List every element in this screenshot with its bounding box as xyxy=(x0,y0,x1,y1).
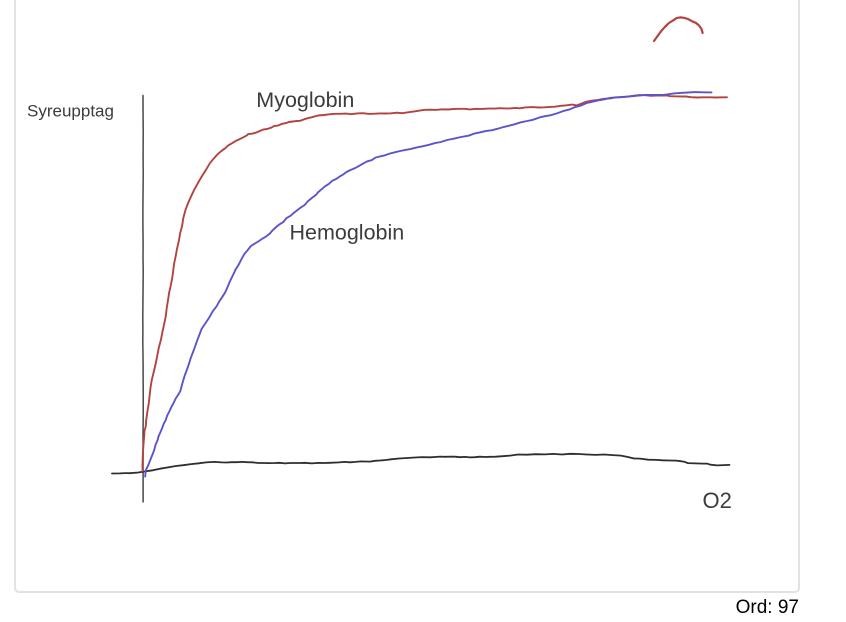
svg-text:Myoglobin: Myoglobin xyxy=(256,88,354,112)
svg-text:O2: O2 xyxy=(703,488,732,513)
svg-text:Hemoglobin: Hemoglobin xyxy=(290,221,405,245)
svg-text:Syreupptag: Syreupptag xyxy=(27,102,114,121)
